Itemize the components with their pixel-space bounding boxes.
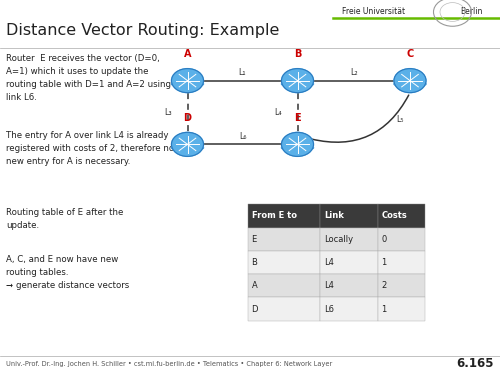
FancyBboxPatch shape (248, 204, 320, 228)
Text: Freie Universität: Freie Universität (342, 8, 406, 16)
Text: Routing table of E after the
update.: Routing table of E after the update. (6, 208, 124, 230)
FancyBboxPatch shape (378, 251, 425, 274)
Text: Distance Vector Routing: Example: Distance Vector Routing: Example (6, 22, 280, 38)
Text: L₆: L₆ (239, 132, 246, 141)
Text: L4: L4 (324, 281, 334, 290)
Text: L₁: L₁ (238, 68, 246, 77)
Text: A: A (252, 281, 257, 290)
Circle shape (282, 132, 314, 156)
Ellipse shape (282, 81, 314, 87)
Text: L₅: L₅ (396, 116, 404, 124)
Text: 1: 1 (382, 258, 387, 267)
FancyBboxPatch shape (378, 297, 425, 321)
Circle shape (282, 69, 314, 93)
FancyBboxPatch shape (320, 204, 378, 228)
FancyBboxPatch shape (248, 228, 320, 251)
Text: A, C, and E now have new
routing tables.
➞ generate distance vectors: A, C, and E now have new routing tables.… (6, 255, 129, 290)
FancyBboxPatch shape (248, 251, 320, 274)
Circle shape (394, 69, 426, 93)
Text: L₂: L₂ (350, 68, 358, 77)
FancyArrowPatch shape (312, 95, 408, 142)
Text: Univ.-Prof. Dr.-Ing. Jochen H. Schiller • cst.mi.fu-berlin.de • Telematics • Cha: Univ.-Prof. Dr.-Ing. Jochen H. Schiller … (6, 361, 332, 367)
Text: From E to: From E to (252, 211, 296, 220)
Ellipse shape (172, 145, 203, 151)
Text: The entry for A over link L4 is already
registered with costs of 2, therefore no: The entry for A over link L4 is already … (6, 131, 174, 166)
FancyBboxPatch shape (378, 274, 425, 297)
Ellipse shape (394, 81, 426, 87)
Text: 2: 2 (382, 281, 387, 290)
FancyBboxPatch shape (320, 228, 378, 251)
Text: 6.165: 6.165 (456, 357, 494, 370)
Text: Router  E receives the vector (D=0,
A=1) which it uses to update the
routing tab: Router E receives the vector (D=0, A=1) … (6, 54, 171, 102)
Text: B: B (294, 49, 301, 59)
Text: L₄: L₄ (274, 108, 282, 117)
Circle shape (172, 132, 203, 156)
FancyBboxPatch shape (320, 251, 378, 274)
Text: L₃: L₃ (164, 108, 172, 117)
Text: D: D (184, 113, 192, 123)
FancyBboxPatch shape (248, 274, 320, 297)
Text: Locally: Locally (324, 235, 353, 244)
Text: L4: L4 (324, 258, 334, 267)
Text: 0: 0 (382, 235, 387, 244)
Text: E: E (294, 113, 301, 123)
Circle shape (172, 69, 203, 93)
Text: D: D (252, 304, 258, 313)
Text: 1: 1 (382, 304, 387, 313)
Text: C: C (406, 49, 414, 59)
Ellipse shape (282, 145, 314, 151)
Text: B: B (252, 258, 258, 267)
FancyBboxPatch shape (320, 274, 378, 297)
Text: L6: L6 (324, 304, 334, 313)
Text: Berlin: Berlin (460, 8, 482, 16)
Text: Costs: Costs (382, 211, 407, 220)
Ellipse shape (172, 81, 203, 87)
FancyBboxPatch shape (378, 204, 425, 228)
FancyBboxPatch shape (320, 297, 378, 321)
Text: A: A (184, 49, 191, 59)
FancyBboxPatch shape (248, 297, 320, 321)
Text: Link: Link (324, 211, 344, 220)
FancyBboxPatch shape (378, 228, 425, 251)
Text: E: E (252, 235, 257, 244)
